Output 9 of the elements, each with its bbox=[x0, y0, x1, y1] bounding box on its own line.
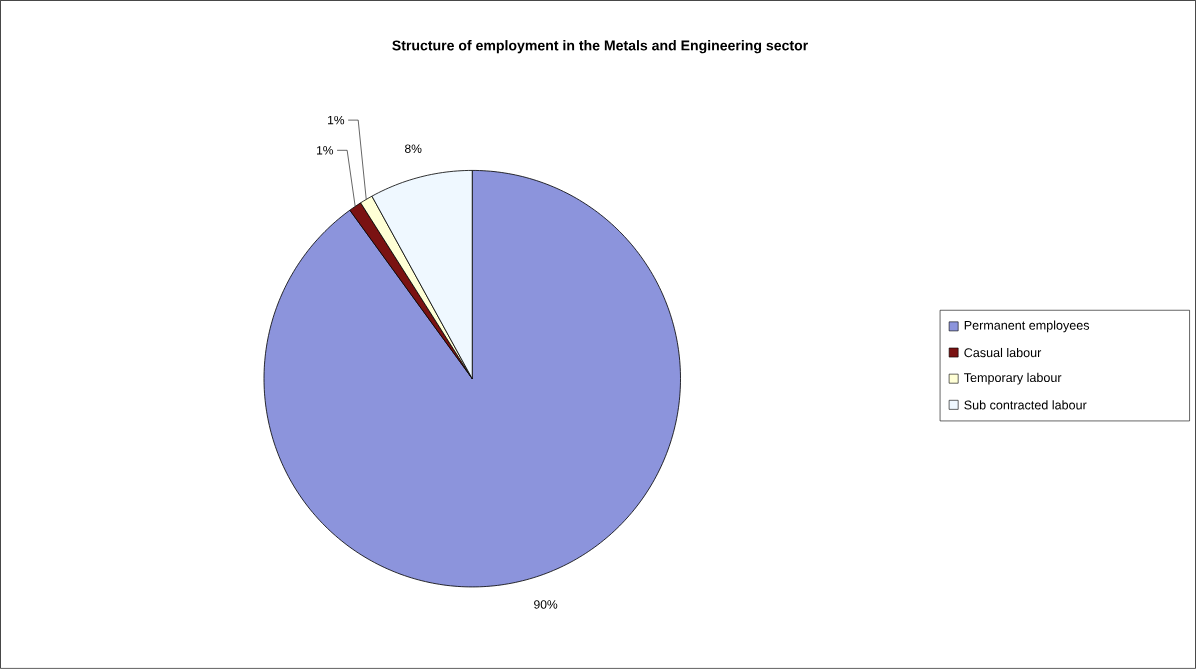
legend-label: Sub contracted labour bbox=[964, 400, 1087, 410]
data-label: 90% bbox=[534, 600, 558, 609]
data-label: 1% bbox=[317, 146, 334, 155]
legend-label: Casual labour bbox=[964, 347, 1042, 358]
data-label: 1% bbox=[328, 115, 345, 125]
legend-label: Temporary labour bbox=[964, 372, 1062, 385]
legend-label: Permanent employees bbox=[964, 320, 1090, 333]
chart-title: Structure of employment in the Metals and Engineering sector bbox=[392, 40, 808, 54]
data-label: 8% bbox=[405, 144, 422, 154]
